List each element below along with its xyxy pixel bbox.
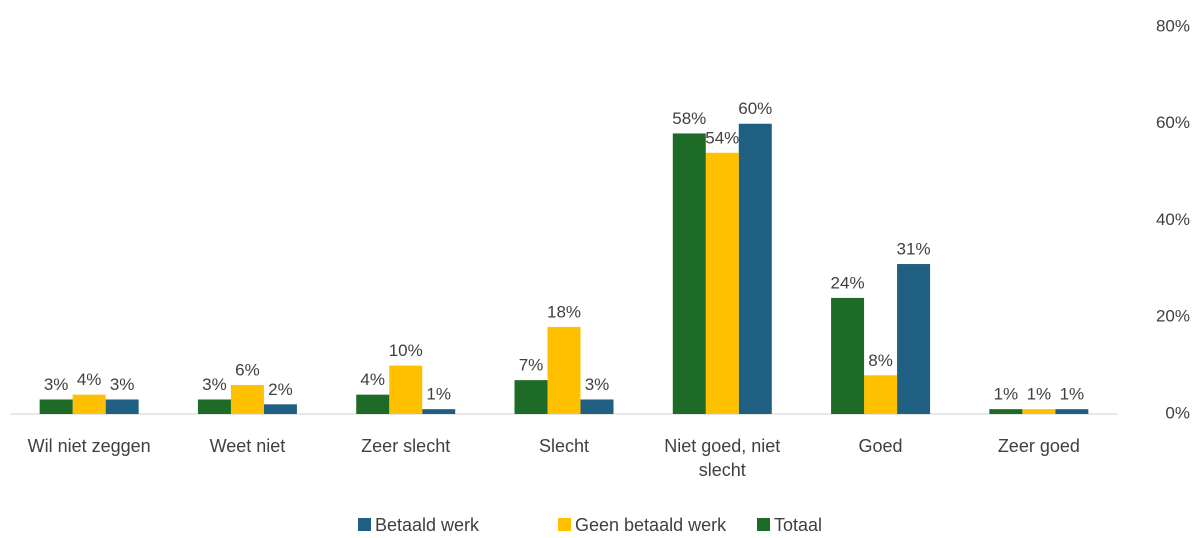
x-tick-label: Slecht <box>538 436 590 456</box>
bar <box>705 152 739 414</box>
data-label: 24% <box>831 273 865 292</box>
y-tick-label: 0% <box>1165 403 1190 422</box>
bar <box>897 264 931 414</box>
bar <box>864 375 898 414</box>
data-label: 1% <box>1027 385 1052 404</box>
y-tick-label: 20% <box>1156 307 1190 326</box>
bar <box>263 404 297 414</box>
data-label: 18% <box>547 302 581 321</box>
data-label: 60% <box>738 99 772 118</box>
bar <box>672 133 706 415</box>
bar <box>389 365 423 414</box>
data-label: 3% <box>44 375 69 394</box>
bar <box>514 380 548 414</box>
legend-label: Betaald werk <box>375 515 480 535</box>
bar <box>547 326 581 414</box>
x-tick-label: Niet goed, niet slecht <box>664 436 781 480</box>
bar <box>197 399 231 414</box>
bar <box>356 394 390 414</box>
bar <box>580 399 614 414</box>
x-tick-label: Zeer goed <box>997 436 1080 456</box>
data-label: 3% <box>110 375 135 394</box>
x-tick-label: Zeer slecht <box>361 436 451 456</box>
bar <box>1022 409 1056 414</box>
bar <box>738 123 772 414</box>
x-tick-label: Wil niet zeggen <box>27 436 151 456</box>
bar <box>105 399 139 414</box>
legend-swatch <box>358 518 371 531</box>
y-tick-label: 80% <box>1156 16 1190 35</box>
data-label: 3% <box>202 375 227 394</box>
data-label: 2% <box>268 380 293 399</box>
bar <box>1055 409 1089 414</box>
data-label: 6% <box>235 360 260 379</box>
bar <box>72 394 106 414</box>
data-label: 8% <box>868 351 893 370</box>
data-label: 54% <box>705 128 739 147</box>
data-label: 10% <box>389 341 423 360</box>
y-tick-label: 60% <box>1156 113 1190 132</box>
data-label: 4% <box>77 370 102 389</box>
data-label: 1% <box>426 385 451 404</box>
legend-swatch <box>558 518 571 531</box>
bar <box>422 409 456 414</box>
bar <box>831 297 865 414</box>
bar <box>39 399 73 414</box>
legend-swatch <box>757 518 770 531</box>
data-label: 1% <box>994 385 1019 404</box>
legend-label: Totaal <box>774 515 822 535</box>
x-tick-label: Weet niet <box>209 436 286 456</box>
legend-label: Geen betaald werk <box>575 515 727 535</box>
bar <box>230 384 264 414</box>
data-label: 4% <box>360 370 385 389</box>
data-label: 1% <box>1060 385 1085 404</box>
data-label: 58% <box>672 109 706 128</box>
y-tick-label: 40% <box>1156 210 1190 229</box>
bar <box>989 409 1023 414</box>
x-tick-label: Goed <box>858 436 903 456</box>
data-label: 3% <box>585 375 610 394</box>
data-label: 7% <box>519 356 544 375</box>
data-label: 31% <box>897 240 931 259</box>
